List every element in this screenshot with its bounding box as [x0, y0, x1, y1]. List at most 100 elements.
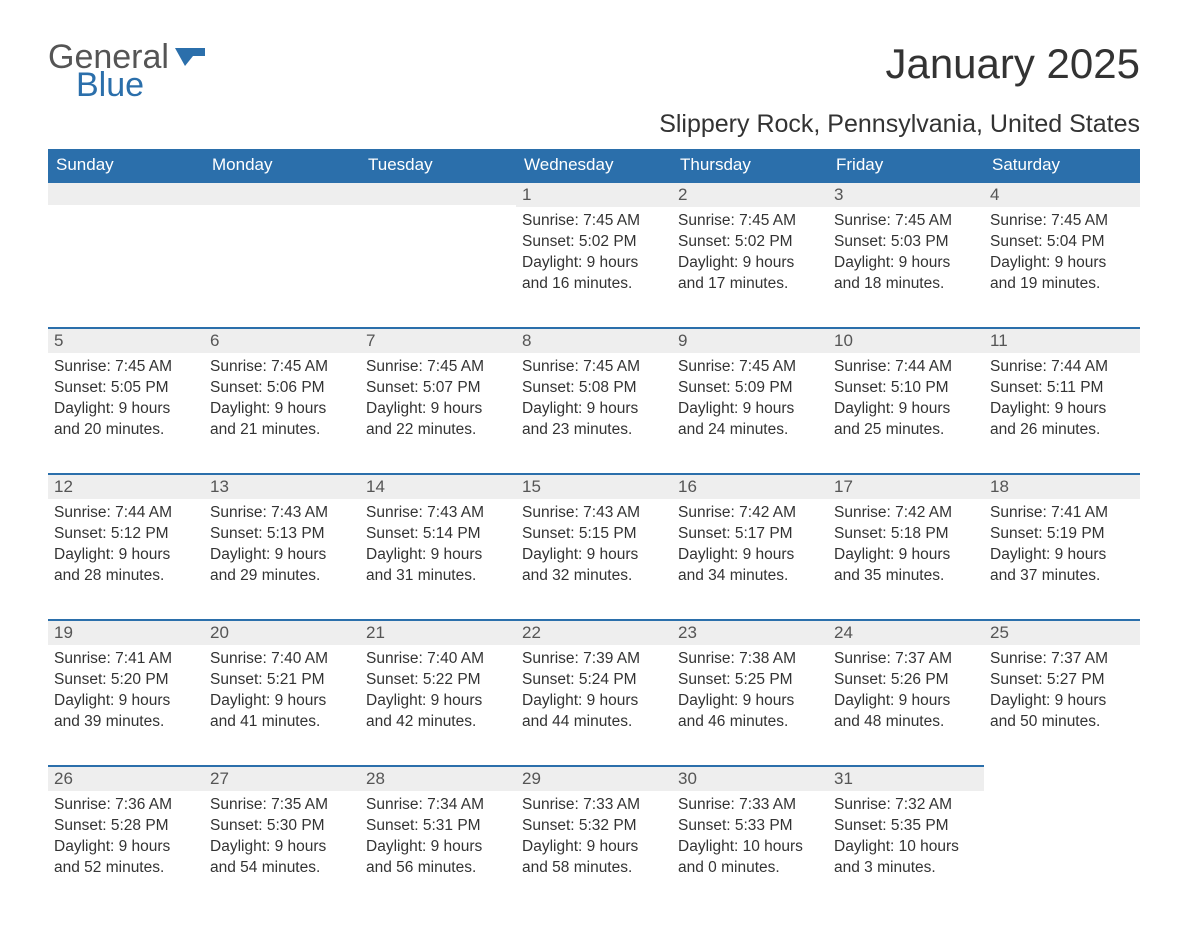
day-content: Sunrise: 7:45 AMSunset: 5:03 PMDaylight:…	[828, 207, 984, 299]
day-daylight2: and 28 minutes.	[54, 566, 198, 587]
day-sunrise: Sunrise: 7:33 AM	[678, 795, 822, 816]
day-number: 1	[516, 181, 672, 207]
calendar-cell: 27Sunrise: 7:35 AMSunset: 5:30 PMDayligh…	[204, 765, 360, 911]
location-subtitle: Slippery Rock, Pennsylvania, United Stat…	[48, 110, 1140, 139]
day-daylight1: Daylight: 9 hours	[678, 545, 822, 566]
day-sunset: Sunset: 5:18 PM	[834, 524, 978, 545]
calendar-cell: 22Sunrise: 7:39 AMSunset: 5:24 PMDayligh…	[516, 619, 672, 765]
calendar-cell: 3Sunrise: 7:45 AMSunset: 5:03 PMDaylight…	[828, 181, 984, 327]
day-daylight2: and 42 minutes.	[366, 712, 510, 733]
day-sunset: Sunset: 5:03 PM	[834, 232, 978, 253]
day-daylight1: Daylight: 9 hours	[366, 837, 510, 858]
day-sunrise: Sunrise: 7:37 AM	[990, 649, 1134, 670]
day-daylight1: Daylight: 9 hours	[522, 691, 666, 712]
calendar-cell: 15Sunrise: 7:43 AMSunset: 5:15 PMDayligh…	[516, 473, 672, 619]
calendar-cell: 13Sunrise: 7:43 AMSunset: 5:13 PMDayligh…	[204, 473, 360, 619]
calendar-cell: 21Sunrise: 7:40 AMSunset: 5:22 PMDayligh…	[360, 619, 516, 765]
day-sunset: Sunset: 5:08 PM	[522, 378, 666, 399]
calendar-row: 12Sunrise: 7:44 AMSunset: 5:12 PMDayligh…	[48, 473, 1140, 619]
day-content: Sunrise: 7:45 AMSunset: 5:02 PMDaylight:…	[672, 207, 828, 299]
day-sunset: Sunset: 5:05 PM	[54, 378, 198, 399]
calendar-cell: 10Sunrise: 7:44 AMSunset: 5:10 PMDayligh…	[828, 327, 984, 473]
calendar-header: SundayMondayTuesdayWednesdayThursdayFrid…	[48, 149, 1140, 181]
day-daylight1: Daylight: 9 hours	[54, 691, 198, 712]
calendar-cell: 18Sunrise: 7:41 AMSunset: 5:19 PMDayligh…	[984, 473, 1140, 619]
weekday-header: Monday	[204, 149, 360, 181]
day-content: Sunrise: 7:43 AMSunset: 5:14 PMDaylight:…	[360, 499, 516, 591]
day-sunset: Sunset: 5:31 PM	[366, 816, 510, 837]
day-daylight2: and 17 minutes.	[678, 274, 822, 295]
day-sunset: Sunset: 5:07 PM	[366, 378, 510, 399]
day-sunrise: Sunrise: 7:45 AM	[834, 211, 978, 232]
day-sunrise: Sunrise: 7:34 AM	[366, 795, 510, 816]
day-daylight1: Daylight: 9 hours	[522, 545, 666, 566]
calendar-cell: 28Sunrise: 7:34 AMSunset: 5:31 PMDayligh…	[360, 765, 516, 911]
day-number: 5	[48, 327, 204, 353]
day-number: 22	[516, 619, 672, 645]
day-sunrise: Sunrise: 7:40 AM	[366, 649, 510, 670]
day-daylight2: and 0 minutes.	[678, 858, 822, 879]
day-daylight2: and 21 minutes.	[210, 420, 354, 441]
day-sunset: Sunset: 5:28 PM	[54, 816, 198, 837]
day-daylight1: Daylight: 9 hours	[210, 545, 354, 566]
weekday-header: Saturday	[984, 149, 1140, 181]
day-daylight1: Daylight: 10 hours	[678, 837, 822, 858]
day-sunset: Sunset: 5:02 PM	[678, 232, 822, 253]
day-sunrise: Sunrise: 7:36 AM	[54, 795, 198, 816]
day-sunset: Sunset: 5:10 PM	[834, 378, 978, 399]
day-content: Sunrise: 7:45 AMSunset: 5:06 PMDaylight:…	[204, 353, 360, 445]
day-daylight2: and 32 minutes.	[522, 566, 666, 587]
day-sunrise: Sunrise: 7:40 AM	[210, 649, 354, 670]
calendar-cell: 30Sunrise: 7:33 AMSunset: 5:33 PMDayligh…	[672, 765, 828, 911]
calendar-cell: 23Sunrise: 7:38 AMSunset: 5:25 PMDayligh…	[672, 619, 828, 765]
calendar-row: 5Sunrise: 7:45 AMSunset: 5:05 PMDaylight…	[48, 327, 1140, 473]
day-sunrise: Sunrise: 7:45 AM	[678, 357, 822, 378]
day-sunset: Sunset: 5:30 PM	[210, 816, 354, 837]
day-number: 13	[204, 473, 360, 499]
day-daylight1: Daylight: 9 hours	[210, 399, 354, 420]
day-content: Sunrise: 7:42 AMSunset: 5:17 PMDaylight:…	[672, 499, 828, 591]
day-daylight1: Daylight: 9 hours	[210, 837, 354, 858]
header: General Blue January 2025	[48, 40, 1140, 102]
day-content: Sunrise: 7:38 AMSunset: 5:25 PMDaylight:…	[672, 645, 828, 737]
day-sunset: Sunset: 5:24 PM	[522, 670, 666, 691]
day-sunrise: Sunrise: 7:43 AM	[210, 503, 354, 524]
day-daylight1: Daylight: 9 hours	[522, 253, 666, 274]
day-number: 6	[204, 327, 360, 353]
day-sunrise: Sunrise: 7:32 AM	[834, 795, 978, 816]
day-sunrise: Sunrise: 7:45 AM	[366, 357, 510, 378]
day-sunset: Sunset: 5:09 PM	[678, 378, 822, 399]
day-number: 20	[204, 619, 360, 645]
day-sunrise: Sunrise: 7:45 AM	[522, 357, 666, 378]
day-daylight2: and 25 minutes.	[834, 420, 978, 441]
weekday-header: Tuesday	[360, 149, 516, 181]
day-number: 2	[672, 181, 828, 207]
weekday-header: Sunday	[48, 149, 204, 181]
day-number: 7	[360, 327, 516, 353]
day-number: 21	[360, 619, 516, 645]
day-content: Sunrise: 7:37 AMSunset: 5:26 PMDaylight:…	[828, 645, 984, 737]
day-daylight2: and 29 minutes.	[210, 566, 354, 587]
day-daylight2: and 20 minutes.	[54, 420, 198, 441]
day-sunset: Sunset: 5:11 PM	[990, 378, 1134, 399]
day-daylight2: and 16 minutes.	[522, 274, 666, 295]
calendar-cell: 2Sunrise: 7:45 AMSunset: 5:02 PMDaylight…	[672, 181, 828, 327]
day-sunset: Sunset: 5:25 PM	[678, 670, 822, 691]
day-content: Sunrise: 7:44 AMSunset: 5:12 PMDaylight:…	[48, 499, 204, 591]
day-content: Sunrise: 7:39 AMSunset: 5:24 PMDaylight:…	[516, 645, 672, 737]
day-sunrise: Sunrise: 7:42 AM	[834, 503, 978, 524]
day-number: 18	[984, 473, 1140, 499]
day-sunrise: Sunrise: 7:44 AM	[54, 503, 198, 524]
day-daylight1: Daylight: 9 hours	[990, 399, 1134, 420]
day-sunrise: Sunrise: 7:41 AM	[990, 503, 1134, 524]
day-content: Sunrise: 7:42 AMSunset: 5:18 PMDaylight:…	[828, 499, 984, 591]
calendar-cell: 19Sunrise: 7:41 AMSunset: 5:20 PMDayligh…	[48, 619, 204, 765]
day-number: 27	[204, 765, 360, 791]
day-content: Sunrise: 7:34 AMSunset: 5:31 PMDaylight:…	[360, 791, 516, 883]
day-sunset: Sunset: 5:35 PM	[834, 816, 978, 837]
calendar-cell	[204, 181, 360, 327]
day-content: Sunrise: 7:41 AMSunset: 5:19 PMDaylight:…	[984, 499, 1140, 591]
day-daylight1: Daylight: 9 hours	[54, 399, 198, 420]
day-number: 15	[516, 473, 672, 499]
day-sunrise: Sunrise: 7:45 AM	[522, 211, 666, 232]
